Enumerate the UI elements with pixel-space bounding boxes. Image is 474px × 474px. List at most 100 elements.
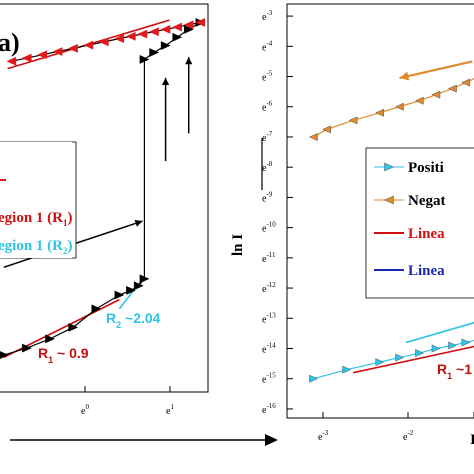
right-point-1-4 xyxy=(414,96,424,105)
left-point-0-10 xyxy=(149,48,160,57)
right-legend-text-3: Linea xyxy=(408,263,445,279)
right-point-0-2 xyxy=(375,358,385,367)
right-point-0-6 xyxy=(448,341,458,350)
right-point-1-1 xyxy=(461,78,471,87)
right-point-1-9 xyxy=(308,132,318,141)
left-point-0-1 xyxy=(22,343,32,353)
left-plot-frame xyxy=(0,3,209,393)
left-point-0-4 xyxy=(91,304,102,314)
right-ytick-label-10: e-13 xyxy=(262,311,276,325)
right-legend-swatch-marker-1 xyxy=(383,195,394,205)
right-point-0-0 xyxy=(309,374,319,383)
left-point-1-14 xyxy=(6,56,17,66)
left-point-1-8 xyxy=(98,37,109,47)
right-ytick-label-5: e-8 xyxy=(262,160,273,174)
right-legend-box xyxy=(365,147,474,299)
right-fit-line-0 xyxy=(353,345,474,374)
left-point-1-1 xyxy=(183,20,194,30)
left-annotations: R2 ~2.04 R1 ~ 0.9 xyxy=(38,310,161,365)
left-point-1-0 xyxy=(195,18,206,27)
right-ytick-label-7: e-10 xyxy=(262,221,276,235)
right-plot-frame xyxy=(286,3,474,419)
left-point-1-7 xyxy=(114,34,125,44)
left-point-1-11 xyxy=(52,47,63,57)
right-arrow-line-0 xyxy=(399,60,473,80)
left-arrowhead-0 xyxy=(134,219,143,227)
right-point-1-2 xyxy=(447,84,457,93)
left-point-0-8 xyxy=(139,274,150,284)
left-legend-box-inner xyxy=(0,142,72,258)
panel-label: a) xyxy=(0,28,20,57)
right-ytick-label-8: e-11 xyxy=(262,251,276,265)
left-arrowhead-2 xyxy=(185,57,193,65)
right-ytick-label-11: e-14 xyxy=(262,341,276,355)
right-point-0-5 xyxy=(431,344,441,353)
left-x-ticks: e0 e1 xyxy=(81,386,174,417)
right-legend-text-1: Negat xyxy=(408,193,446,209)
left-point-0-0 xyxy=(0,351,9,360)
left-point-0-3 xyxy=(68,322,79,332)
right-annotations: R1 ~1 xyxy=(437,361,472,381)
left-xtick-label-1: e1 xyxy=(166,403,174,417)
right-point-1-8 xyxy=(322,125,331,134)
right-y-ticks: e-3 e-4 e-5 e-6 e-7 e-8 e-9 e-10 e-11 e-12 e-13 e-1… xyxy=(262,9,293,416)
right-xtick-label-1: e-2 xyxy=(403,429,414,443)
left-point-1-3 xyxy=(160,24,171,34)
left-series-layer xyxy=(0,18,206,360)
right-xlabel: I xyxy=(470,432,474,448)
left-point-0-7 xyxy=(133,281,144,291)
right-legend: Positi Negat Linea Linea xyxy=(374,160,446,279)
left-point-1-6 xyxy=(125,31,136,41)
right-ytick-label-13: e-16 xyxy=(262,402,276,416)
left-point-1-9 xyxy=(83,40,94,50)
left-point-1-2 xyxy=(172,22,182,32)
left-annotation-0: R2 ~2.04 xyxy=(106,310,161,330)
right-fit-line-1 xyxy=(405,321,474,344)
right-series-line-1 xyxy=(313,78,474,138)
left-legend: egion 1 (R1) egion 1 (R2) xyxy=(0,179,73,256)
left-point-1-5 xyxy=(137,29,148,39)
right-ytick-label-3: e-6 xyxy=(262,100,273,114)
right-point-1-7 xyxy=(348,116,358,125)
right-point-0-3 xyxy=(395,353,405,362)
left-xtick-label-0: e0 xyxy=(81,403,89,417)
right-annotation-0: R1 ~1 xyxy=(437,361,472,381)
left-arrows xyxy=(3,57,193,268)
right-ylabel: ln I xyxy=(230,234,246,256)
right-point-1-3 xyxy=(431,90,441,99)
left-xaxis-arrowhead xyxy=(265,434,278,446)
left-point-0-5 xyxy=(114,290,125,300)
right-arrowhead-0 xyxy=(399,71,410,81)
left-point-0-9 xyxy=(139,54,150,64)
right-arrows xyxy=(399,60,473,81)
right-ytick-label-1: e-4 xyxy=(262,39,273,53)
right-x-ticks: e-3 e-2 xyxy=(318,412,474,443)
right-legend-text-0: Positi xyxy=(408,160,444,176)
right-ytick-label-0: e-3 xyxy=(262,9,273,23)
left-point-0-11 xyxy=(160,41,171,51)
left-arrowhead-1 xyxy=(161,77,170,86)
right-fit-lines xyxy=(353,321,474,374)
right-ytick-label-9: e-12 xyxy=(262,281,276,295)
left-legend-text-2: egion 1 (R2) xyxy=(0,238,73,256)
right-point-0-1 xyxy=(342,365,352,374)
left-point-0-6 xyxy=(126,285,137,295)
right-point-0-7 xyxy=(461,338,471,347)
left-point-0-12 xyxy=(172,32,183,42)
right-legend-text-2: Linea xyxy=(408,226,445,242)
right-series-layer xyxy=(308,78,474,383)
right-ytick-label-2: e-5 xyxy=(262,70,273,84)
right-point-0-4 xyxy=(415,349,425,358)
left-point-1-12 xyxy=(37,50,48,60)
right-ytick-label-4: e-7 xyxy=(262,130,273,144)
left-point-0-2 xyxy=(45,334,56,344)
right-xtick-label-0: e-3 xyxy=(318,429,329,443)
left-point-0-13 xyxy=(183,24,194,34)
left-annotation-1: R1 ~ 0.9 xyxy=(38,345,89,365)
right-ytick-label-6: e-9 xyxy=(262,190,273,204)
right-point-1-6 xyxy=(375,108,384,117)
left-point-1-4 xyxy=(148,27,159,37)
right-point-1-5 xyxy=(394,102,404,111)
left-point-1-13 xyxy=(21,53,32,63)
